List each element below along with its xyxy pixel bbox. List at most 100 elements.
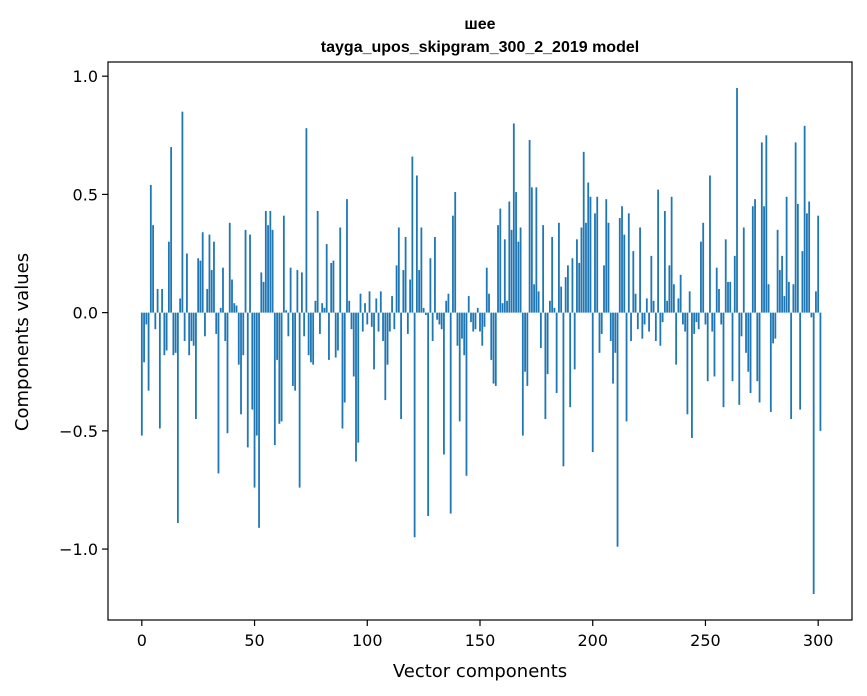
bar — [179, 298, 182, 313]
bar — [497, 225, 499, 313]
bar — [625, 312, 628, 422]
bar — [244, 229, 247, 313]
bar — [492, 312, 495, 384]
bar — [192, 312, 195, 346]
bar — [688, 291, 691, 313]
bar — [481, 312, 484, 346]
bar — [546, 312, 549, 375]
bar — [305, 128, 308, 313]
bar — [571, 258, 574, 313]
bar — [452, 215, 454, 313]
bar — [357, 312, 360, 443]
bar — [237, 312, 240, 365]
bar — [140, 312, 143, 436]
bar — [659, 312, 662, 346]
bar — [700, 241, 702, 313]
bar — [724, 239, 727, 313]
chart-title: шее — [464, 16, 495, 33]
bar — [154, 312, 157, 330]
bar — [544, 312, 547, 420]
chart-subtitle: tayga_upos_skipgram_300_2_2019 model — [321, 39, 639, 56]
bar — [485, 267, 488, 313]
bar — [677, 298, 680, 313]
bar — [576, 239, 578, 313]
x-tick-label: 200 — [577, 631, 608, 650]
bar — [639, 227, 641, 313]
bar — [210, 270, 213, 313]
bar — [479, 312, 481, 332]
bar — [713, 312, 716, 377]
bar — [395, 265, 398, 313]
bar — [253, 312, 256, 488]
bar — [152, 225, 154, 313]
bar — [461, 312, 463, 339]
bar — [558, 222, 560, 313]
bar — [339, 227, 342, 313]
bar — [772, 312, 774, 344]
bar — [578, 262, 581, 313]
bar — [589, 196, 592, 313]
x-tick-label: 150 — [465, 631, 496, 650]
bar — [352, 312, 355, 377]
bar — [375, 298, 378, 313]
bar — [418, 270, 421, 313]
bar — [490, 312, 493, 360]
bar — [587, 182, 590, 313]
bar — [447, 293, 450, 313]
bar — [276, 312, 278, 360]
bar — [273, 312, 276, 446]
bar — [429, 258, 432, 313]
bar — [325, 244, 328, 313]
bar — [415, 175, 418, 313]
bar — [222, 267, 224, 313]
bar — [808, 201, 811, 313]
bar — [720, 312, 723, 325]
bar — [657, 189, 660, 313]
bar — [393, 312, 396, 330]
bar — [145, 312, 148, 325]
bar — [706, 312, 709, 382]
bar — [204, 312, 206, 337]
bar — [287, 312, 290, 337]
bar — [388, 312, 391, 332]
bar — [616, 312, 619, 547]
bar — [355, 312, 357, 462]
bar — [458, 312, 461, 422]
bar — [409, 279, 412, 313]
bar — [213, 241, 215, 313]
bar — [794, 142, 797, 313]
bar — [147, 312, 150, 391]
bar — [582, 151, 585, 313]
bar — [668, 265, 671, 313]
bar — [443, 312, 445, 455]
y-tick-label: −1.0 — [59, 540, 98, 559]
bar — [264, 210, 267, 313]
bar — [758, 312, 761, 403]
bar — [747, 312, 750, 372]
bar — [684, 312, 687, 332]
bar — [224, 312, 227, 341]
bar — [652, 300, 655, 313]
bar — [350, 312, 353, 330]
bar — [787, 281, 790, 313]
bar — [803, 125, 806, 313]
bar — [235, 305, 238, 313]
bar — [580, 227, 583, 313]
bar — [641, 312, 644, 339]
bar — [296, 270, 299, 313]
bar — [785, 196, 788, 313]
bar — [228, 222, 231, 313]
bar — [767, 284, 770, 313]
bar — [255, 312, 258, 436]
bar — [483, 312, 486, 327]
bar — [472, 312, 475, 332]
bar — [379, 291, 382, 313]
bar — [722, 312, 725, 408]
bar — [269, 210, 272, 313]
bar — [251, 312, 254, 410]
bar — [289, 267, 292, 313]
bar — [598, 312, 601, 353]
bar — [343, 312, 346, 403]
